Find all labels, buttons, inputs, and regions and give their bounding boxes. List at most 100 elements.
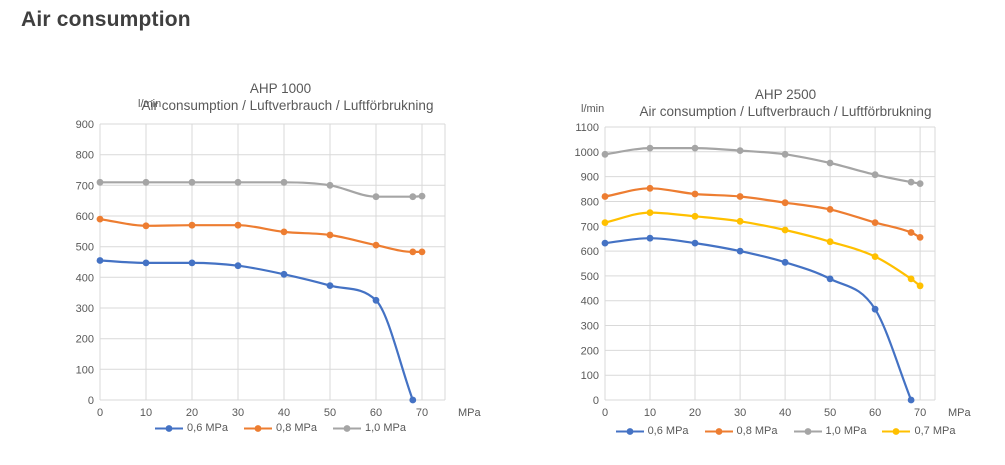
chart-ahp-1000: AHP 1000 Air consumption / Luftverbrauch… xyxy=(58,80,503,452)
x-tick-label: 20 xyxy=(689,407,701,419)
y-tick-label: 700 xyxy=(581,221,599,233)
legend-label: 0,6 MPa xyxy=(187,422,229,434)
y-axis-unit-label: l/min xyxy=(581,103,605,115)
chart-subtitle: Air consumption / Luftverbrauch / Luftfö… xyxy=(639,104,932,119)
data-point-marker xyxy=(916,234,924,241)
data-point-marker xyxy=(826,238,834,246)
legend-item: 0,8 MPa xyxy=(244,422,317,434)
x-tick-label: 60 xyxy=(370,407,382,419)
series-line xyxy=(98,259,414,402)
legend-label: 1,0 MPa xyxy=(364,422,406,434)
x-tick-label: 60 xyxy=(869,407,881,419)
data-point-marker xyxy=(234,221,242,229)
data-point-marker xyxy=(781,150,789,158)
data-point-marker xyxy=(326,282,334,289)
data-point-marker xyxy=(418,192,426,200)
legend-marker-icon xyxy=(615,427,644,435)
data-point-marker xyxy=(736,247,744,255)
data-point-marker xyxy=(691,190,699,198)
legend-item: 0,8 MPa xyxy=(704,425,778,437)
legend-marker-icon xyxy=(704,427,733,435)
y-tick-label: 300 xyxy=(581,321,599,333)
y-tick-label: 200 xyxy=(76,334,94,346)
legend-marker-icon xyxy=(793,427,822,435)
data-point-marker xyxy=(691,144,699,152)
y-tick-label: 400 xyxy=(581,296,599,308)
legend-label: 0,6 MPa xyxy=(647,425,689,437)
x-tick-label: 40 xyxy=(779,407,791,419)
series-line xyxy=(603,237,913,402)
x-tick-label: 20 xyxy=(186,407,198,419)
plot-area: 0 100 200 300 400 500 600 700 800 900 0 10 20 30 40 50 6… xyxy=(76,119,482,419)
data-point-marker xyxy=(601,150,609,158)
data-point-marker xyxy=(409,396,417,404)
data-point-marker xyxy=(916,180,924,187)
y-tick-label: 700 xyxy=(76,180,94,192)
data-point-marker xyxy=(736,147,744,154)
data-point-marker xyxy=(96,215,104,223)
x-tick-label: 30 xyxy=(734,407,746,419)
y-tick-label: 1000 xyxy=(575,147,599,159)
y-tick-label: 100 xyxy=(76,364,94,376)
legend-item: 0,6 MPa xyxy=(155,422,228,434)
y-tick-label: 800 xyxy=(581,197,599,209)
data-point-marker xyxy=(646,234,654,242)
data-point-marker xyxy=(826,206,834,213)
x-tick-label: 10 xyxy=(140,407,152,419)
y-tick-label: 500 xyxy=(76,242,94,254)
data-point-marker xyxy=(372,241,380,249)
x-tick-label: 50 xyxy=(824,407,836,419)
data-point-marker xyxy=(646,144,654,152)
data-point-marker xyxy=(142,259,150,267)
legend-label: 1,0 MPa xyxy=(825,425,867,437)
data-point-marker xyxy=(142,222,150,230)
data-point-marker xyxy=(234,178,242,186)
data-point-marker xyxy=(916,282,924,290)
x-tick-label: 50 xyxy=(324,407,336,419)
data-point-marker xyxy=(691,212,699,220)
data-point-marker xyxy=(96,178,104,186)
data-point-marker xyxy=(234,262,242,270)
x-tick-label: 70 xyxy=(416,407,428,419)
data-point-marker xyxy=(601,239,609,247)
y-tick-label: 800 xyxy=(76,150,94,162)
y-tick-label: 600 xyxy=(76,211,94,223)
legend-marker-icon xyxy=(332,424,361,432)
legend-marker-icon xyxy=(244,424,273,432)
data-point-marker xyxy=(907,275,915,283)
legend-label: 0,7 MPa xyxy=(914,425,956,437)
data-point-marker xyxy=(326,231,334,239)
series-line xyxy=(603,147,922,185)
data-point-marker xyxy=(372,296,380,304)
data-point-marker xyxy=(280,228,288,236)
data-point-marker xyxy=(871,305,879,313)
data-point-marker xyxy=(907,229,915,236)
y-tick-label: 1100 xyxy=(575,122,599,134)
data-point-marker xyxy=(372,193,380,201)
data-point-marker xyxy=(736,217,744,225)
data-point-marker xyxy=(326,181,334,189)
data-point-marker xyxy=(188,221,196,229)
x-tick-label: 0 xyxy=(97,407,103,419)
data-point-marker xyxy=(188,178,196,186)
chart-ahp-2500: AHP 2500 Air consumption / Luftverbrauch… xyxy=(563,86,1005,458)
data-point-marker xyxy=(280,178,288,186)
y-tick-label: 300 xyxy=(76,303,94,315)
data-point-marker xyxy=(781,226,789,234)
data-point-marker xyxy=(646,209,654,216)
y-tick-label: 600 xyxy=(581,246,599,258)
x-tick-label: 70 xyxy=(914,407,926,419)
y-tick-label: 100 xyxy=(581,370,599,382)
data-point-marker xyxy=(96,257,104,264)
chart-title: AHP 2500 xyxy=(754,87,817,102)
chart-title: AHP 1000 xyxy=(249,81,312,96)
data-point-marker xyxy=(826,159,834,167)
data-point-marker xyxy=(601,219,609,226)
legend-marker-icon xyxy=(155,424,184,432)
legend: 0,6 MPa 0,8 MPa 1,0 MPa 0,7 MPa xyxy=(563,425,1005,437)
y-tick-label: 900 xyxy=(581,172,599,184)
data-point-marker xyxy=(646,184,654,192)
y-tick-label: 500 xyxy=(581,271,599,283)
plot-area: 0 100 200 300 400 500 600 700 800 900 1000 1100 0 10 2… xyxy=(575,122,972,419)
y-axis-unit-label: l/min xyxy=(138,98,162,110)
